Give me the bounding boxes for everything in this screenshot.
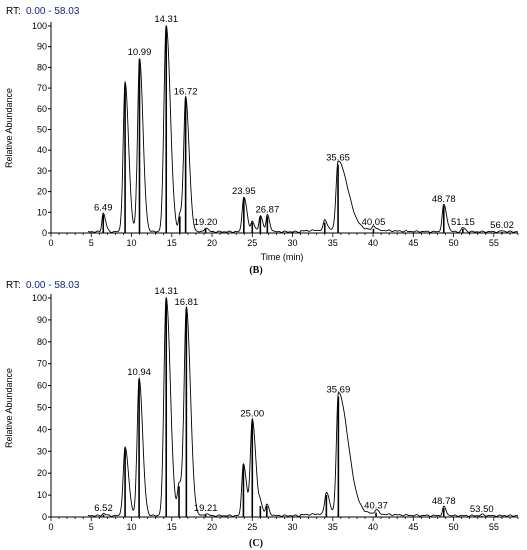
panel-c-x-tick-label: 5	[89, 522, 94, 532]
panel-b-peak-label: 14.31	[154, 14, 178, 25]
panel-b-peak-label: 56.02	[490, 220, 514, 231]
panel-c-x-tick-label: 20	[207, 522, 217, 532]
panel-c-y-tick-label: 90	[37, 315, 47, 325]
panel-b-x-tick-label: 55	[489, 238, 499, 248]
panel-c-rt-range: 0.00 - 58.03	[26, 280, 80, 291]
panel-c-x-tick-label: 35	[328, 522, 338, 532]
panel-c-y-tick-label: 60	[37, 381, 47, 391]
panel-b-peak-label: 10.99	[128, 47, 152, 58]
panel-c-caption: (C)	[249, 538, 263, 549]
panel-c: RT: 0.00 - 58.03 Relative Abundance (C) …	[4, 280, 519, 549]
panel-b-peak-label: 6.49	[94, 202, 113, 213]
panel-b-x-tick-label: 10	[127, 238, 137, 248]
panel-c-y-axis-title: Relative Abundance	[4, 368, 14, 448]
panel-b-x-tick-label: 20	[207, 238, 217, 248]
panel-b-peak-label: 19.20	[194, 217, 218, 228]
panel-c-trace-line	[87, 297, 518, 517]
panel-b-y-tick-label: 60	[37, 104, 47, 114]
panel-b-peak-label: 51.15	[451, 217, 475, 228]
panel-c-plot-area: 0 10 20 30 40 50 60 70 80 90 100 0 5 10 15 20 25 30 35 40 45…	[32, 286, 519, 532]
panel-c-x-tick-label: 10	[127, 522, 137, 532]
panel-c-x-tick-label: 15	[167, 522, 177, 532]
panel-c-peak-label: 40.37	[364, 501, 388, 512]
panel-c-peak-label: 19.21	[194, 503, 218, 514]
panel-b: RT: 0.00 - 58.03 Relative Abundance Time…	[4, 6, 519, 276]
panel-b-y-tick-label: 90	[37, 42, 47, 52]
panel-b-y-tick-label: 80	[37, 62, 47, 72]
panel-c-y-tick-label: 100	[32, 293, 47, 303]
panel-b-y-tick-label: 40	[37, 145, 47, 155]
panel-b-y-tick-label: 50	[37, 125, 47, 135]
panel-c-peak-label: 48.78	[432, 496, 456, 507]
panel-b-peak-label: 48.78	[432, 194, 456, 205]
panel-b-peak-label: 26.87	[255, 204, 279, 215]
panel-c-x-tick-label: 25	[247, 522, 257, 532]
panel-c-y-tick-label: 70	[37, 359, 47, 369]
panel-b-x-tick-label: 40	[368, 238, 378, 248]
panel-b-peak-label: 35.65	[326, 153, 350, 164]
panel-b-y-tick-label: 100	[32, 21, 47, 31]
panel-b-y-tick-label: 30	[37, 166, 47, 176]
panel-c-x-tick-label: 0	[48, 522, 53, 532]
panel-b-x-axis-title: Time (min)	[261, 252, 304, 262]
panel-b-x-tick-label: 35	[328, 238, 338, 248]
panel-b-x-tick-label: 25	[247, 238, 257, 248]
panel-b-x-tick-label: 0	[48, 238, 53, 248]
panel-b-peak-label: 40.05	[362, 217, 386, 228]
panel-c-peak-label: 16.81	[174, 297, 198, 308]
panel-b-x-tick-label: 15	[167, 238, 177, 248]
panel-b-x-tick-label: 30	[288, 238, 298, 248]
panel-b-peak-label: 16.72	[174, 86, 198, 97]
panel-c-y-tick-label: 20	[37, 468, 47, 478]
panel-b-x-tick-label: 45	[408, 238, 418, 248]
panel-c-y-tick-label: 30	[37, 446, 47, 456]
panel-b-y-tick-label: 10	[37, 207, 47, 217]
panel-c-y-tick-label: 10	[37, 490, 47, 500]
panel-c-peak-label: 25.00	[240, 409, 264, 420]
panel-c-peak-label: 10.94	[127, 367, 151, 378]
panel-c-peak-label: 53.50	[470, 504, 494, 515]
panel-c-y-tick-label: 50	[37, 403, 47, 413]
panel-c-x-tick-label: 30	[288, 522, 298, 532]
panel-b-rt-range: 0.00 - 58.03	[26, 6, 80, 17]
panel-c-x-tick-label: 55	[489, 522, 499, 532]
panel-b-peak-label: 23.95	[232, 186, 256, 197]
panel-c-y-tick-label: 0	[42, 512, 47, 522]
panel-b-y-tick-label: 0	[42, 228, 47, 238]
panel-b-caption: (B)	[249, 265, 262, 276]
panel-b-plot-area: 0 10 20 30 40 50 60 70 80 90 100 0 5 10 15 20 25 30 35 40 45…	[32, 14, 519, 248]
panel-c-y-tick-label: 80	[37, 337, 47, 347]
panel-c-x-tick-label: 45	[408, 522, 418, 532]
panel-b-x-tick-label: 5	[89, 238, 94, 248]
panel-c-rt-prefix: RT:	[6, 280, 21, 291]
panel-b-x-tick-label: 50	[449, 238, 459, 248]
panel-b-trace-line	[87, 25, 518, 233]
panel-c-x-tick-label: 50	[449, 522, 459, 532]
panel-c-y-tick-label: 40	[37, 424, 47, 434]
panel-c-x-tick-label: 40	[368, 522, 378, 532]
panel-c-peak-label: 6.52	[94, 503, 113, 514]
panel-b-y-tick-label: 20	[37, 187, 47, 197]
panel-b-rt-prefix: RT:	[6, 6, 21, 17]
panel-b-y-tick-label: 70	[37, 83, 47, 93]
panel-c-peak-label: 14.31	[154, 286, 178, 297]
panel-c-peak-label: 35.69	[326, 385, 350, 396]
panel-b-y-axis-title: Relative Abundance	[4, 88, 14, 168]
